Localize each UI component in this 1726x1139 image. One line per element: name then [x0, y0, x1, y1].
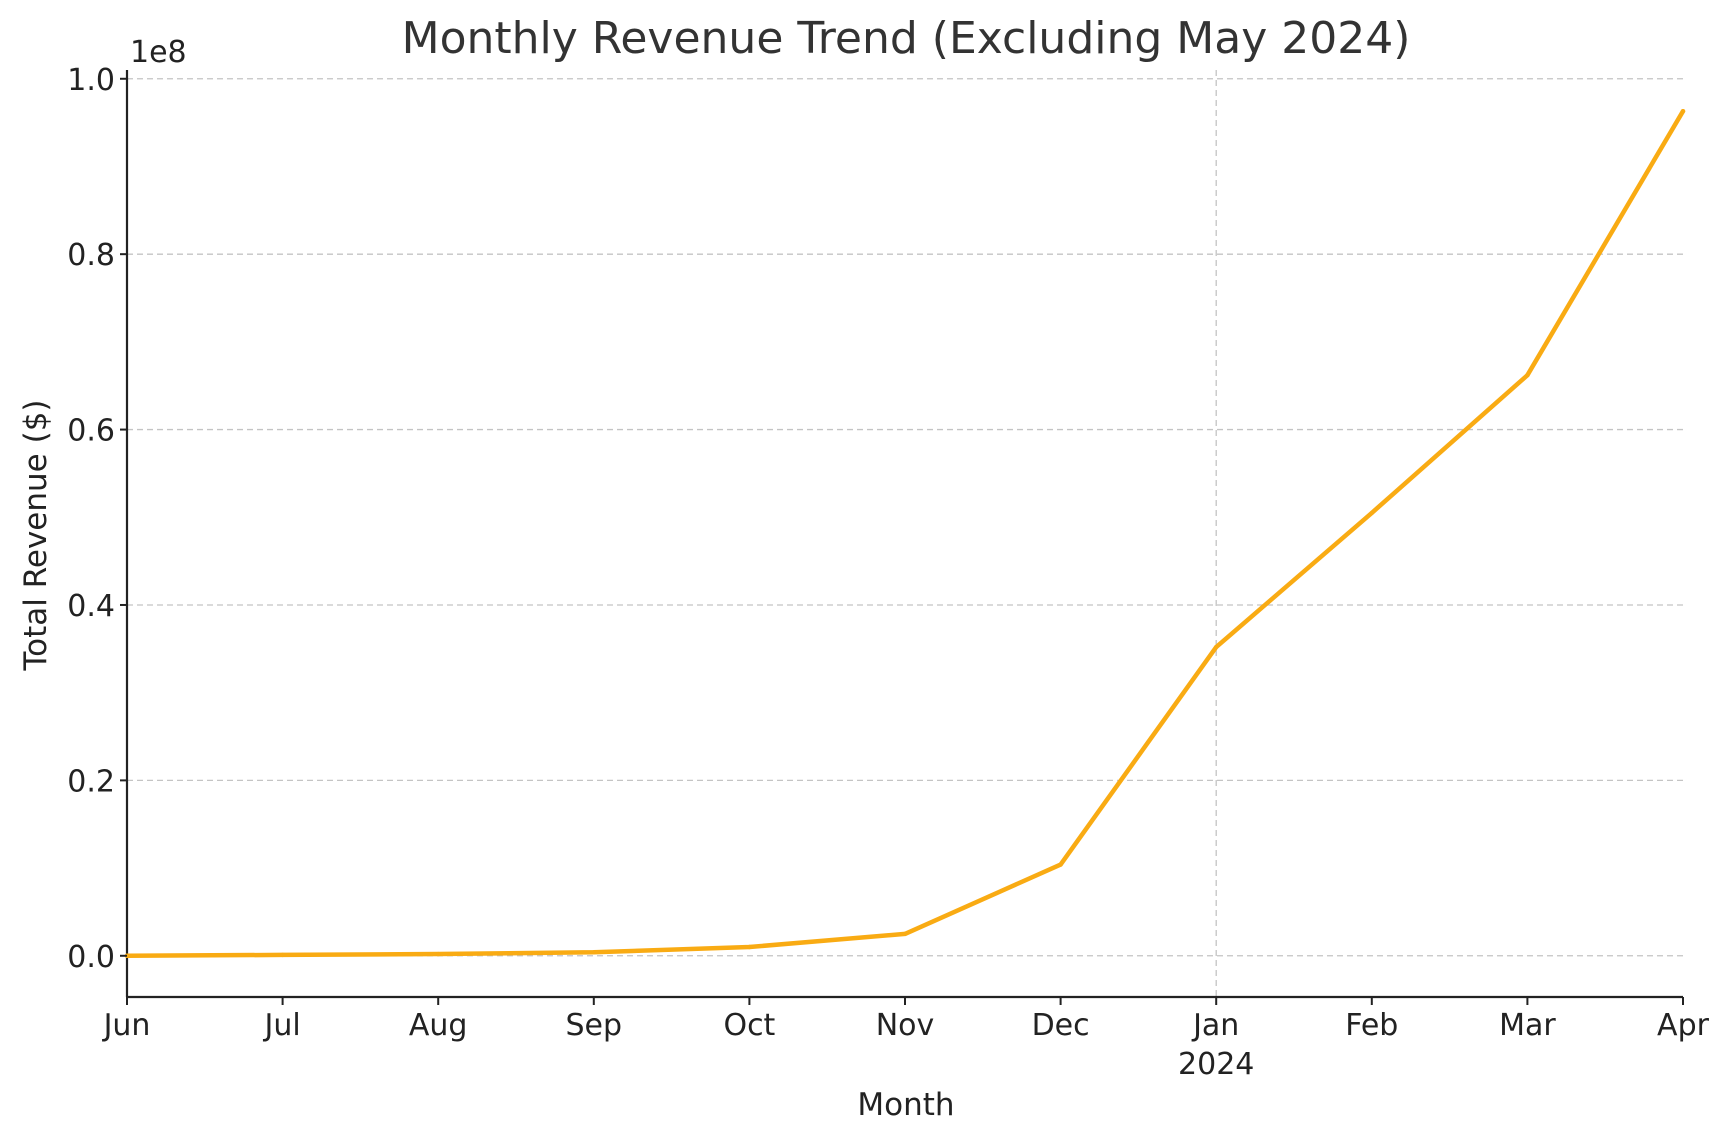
- y-axis-ticks: 0.0 0.2 0.4 0.6 0.8 1.0: [67, 63, 127, 975]
- x-tick-label: Sep: [566, 1008, 623, 1043]
- data-point: [1214, 644, 1219, 650]
- y-tick-label: 0.4: [67, 589, 115, 624]
- x-tick-label: Feb: [1345, 1008, 1398, 1043]
- data-point: [747, 944, 752, 950]
- x-axis-label: Month: [857, 1087, 954, 1123]
- data-point: [1058, 862, 1063, 867]
- y-tick-label: 0.2: [67, 764, 115, 799]
- x-tick-label: Jul: [262, 1008, 300, 1043]
- x-tick-label: Aug: [409, 1008, 468, 1043]
- x-tick-label: Apr: [1657, 1008, 1710, 1043]
- x-tick-label: Jan: [1191, 1008, 1239, 1043]
- chart-title: Monthly Revenue Trend (Excluding May 202…: [402, 13, 1411, 64]
- data-point: [1369, 510, 1375, 516]
- data-point: [1680, 109, 1686, 114]
- data-point: [591, 950, 596, 955]
- axes: [125, 70, 1683, 999]
- y-tick-label: 0.6: [67, 414, 115, 449]
- x-tick-label: Mar: [1499, 1008, 1556, 1043]
- y-tick-label: 1.0: [67, 63, 115, 98]
- x-tick-label: Dec: [1032, 1008, 1090, 1043]
- y-axis-offset-label: 1e8: [130, 35, 187, 70]
- y-axis-label: Total Revenue ($): [18, 399, 54, 671]
- x-tick-label: Nov: [876, 1008, 935, 1043]
- data-point: [1525, 372, 1530, 378]
- data-point: [902, 931, 908, 937]
- x-tick-label: Oct: [723, 1008, 775, 1043]
- data-point: [280, 952, 285, 958]
- grid-lines: [127, 70, 1683, 997]
- x-axis-ticks: Jun Jul Aug Sep Oct Nov Dec Jan 2024 Feb Mar Apr: [102, 997, 1710, 1082]
- x-tick-label: Jun: [102, 1008, 151, 1043]
- x-tick-year-label: 2024: [1178, 1047, 1254, 1082]
- series-line-revenue: [124, 108, 1686, 959]
- series-group: [124, 108, 1686, 959]
- y-tick-label: 0.8: [67, 238, 115, 273]
- y-tick-label: 0.0: [67, 940, 115, 975]
- data-point: [436, 951, 441, 957]
